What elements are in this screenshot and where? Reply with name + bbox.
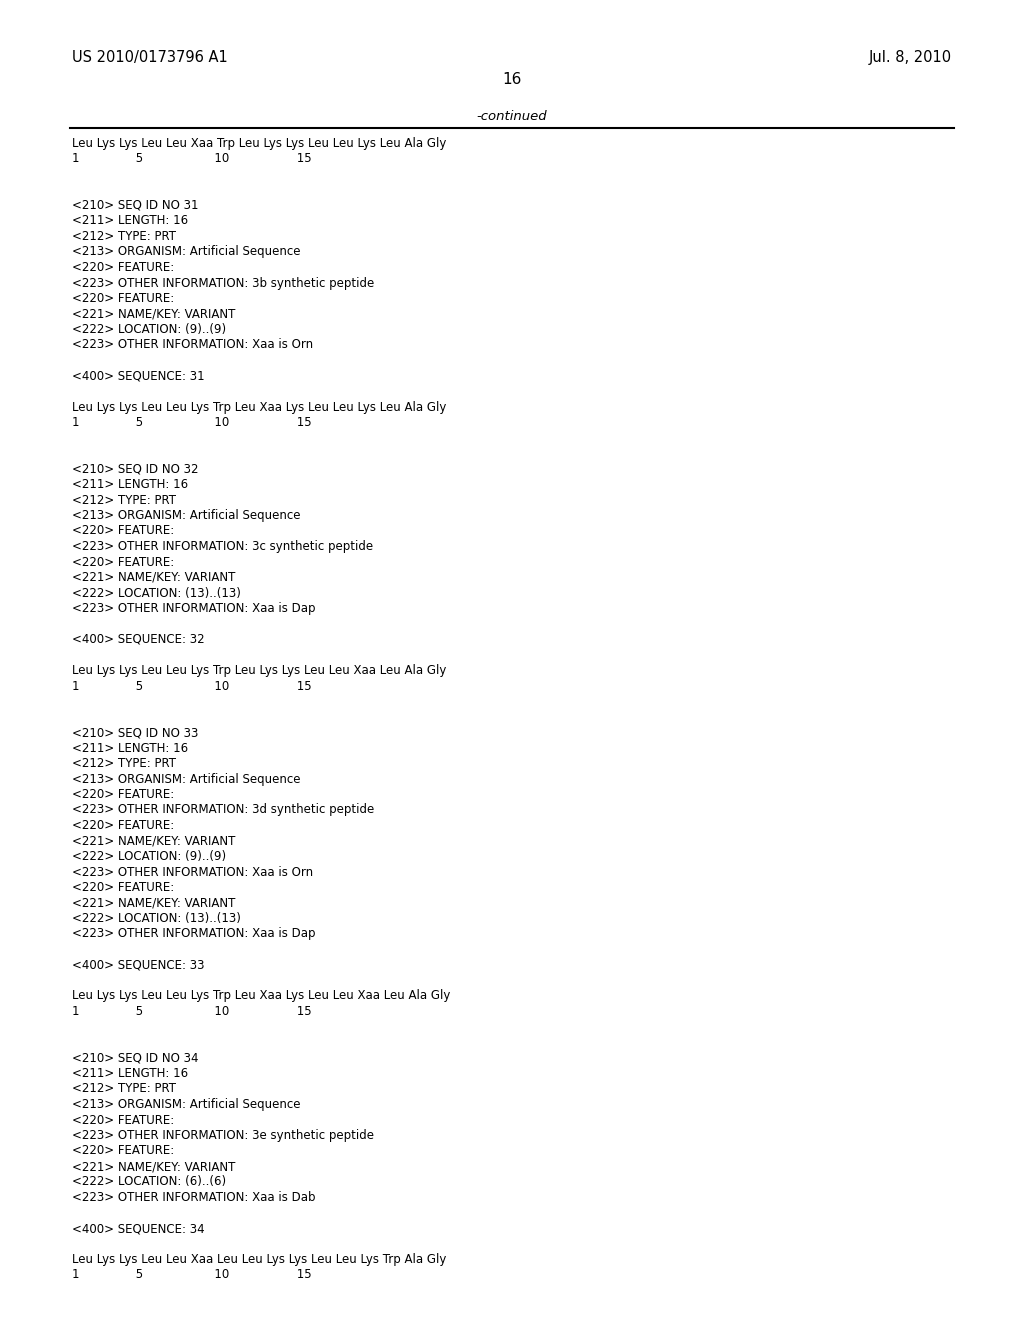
Text: <220> FEATURE:: <220> FEATURE: bbox=[72, 556, 174, 569]
Text: <213> ORGANISM: Artificial Sequence: <213> ORGANISM: Artificial Sequence bbox=[72, 772, 300, 785]
Text: <221> NAME/KEY: VARIANT: <221> NAME/KEY: VARIANT bbox=[72, 572, 236, 583]
Text: <220> FEATURE:: <220> FEATURE: bbox=[72, 1144, 174, 1158]
Text: Leu Lys Lys Leu Leu Lys Trp Leu Xaa Lys Leu Leu Xaa Leu Ala Gly: Leu Lys Lys Leu Leu Lys Trp Leu Xaa Lys … bbox=[72, 990, 451, 1002]
Text: <223> OTHER INFORMATION: Xaa is Dap: <223> OTHER INFORMATION: Xaa is Dap bbox=[72, 928, 315, 940]
Text: <223> OTHER INFORMATION: 3b synthetic peptide: <223> OTHER INFORMATION: 3b synthetic pe… bbox=[72, 276, 374, 289]
Text: 16: 16 bbox=[503, 73, 521, 87]
Text: <211> LENGTH: 16: <211> LENGTH: 16 bbox=[72, 214, 188, 227]
Text: 1               5                   10                  15: 1 5 10 15 bbox=[72, 680, 311, 693]
Text: <222> LOCATION: (9)..(9): <222> LOCATION: (9)..(9) bbox=[72, 850, 226, 863]
Text: <213> ORGANISM: Artificial Sequence: <213> ORGANISM: Artificial Sequence bbox=[72, 510, 300, 521]
Text: <212> TYPE: PRT: <212> TYPE: PRT bbox=[72, 1082, 176, 1096]
Text: <223> OTHER INFORMATION: 3d synthetic peptide: <223> OTHER INFORMATION: 3d synthetic pe… bbox=[72, 804, 374, 817]
Text: <220> FEATURE:: <220> FEATURE: bbox=[72, 261, 174, 275]
Text: <210> SEQ ID NO 33: <210> SEQ ID NO 33 bbox=[72, 726, 199, 739]
Text: Jul. 8, 2010: Jul. 8, 2010 bbox=[869, 50, 952, 65]
Text: <211> LENGTH: 16: <211> LENGTH: 16 bbox=[72, 478, 188, 491]
Text: <210> SEQ ID NO 34: <210> SEQ ID NO 34 bbox=[72, 1052, 199, 1064]
Text: <221> NAME/KEY: VARIANT: <221> NAME/KEY: VARIANT bbox=[72, 1160, 236, 1173]
Text: <400> SEQUENCE: 34: <400> SEQUENCE: 34 bbox=[72, 1222, 205, 1236]
Text: <223> OTHER INFORMATION: 3e synthetic peptide: <223> OTHER INFORMATION: 3e synthetic pe… bbox=[72, 1129, 374, 1142]
Text: <220> FEATURE:: <220> FEATURE: bbox=[72, 788, 174, 801]
Text: Leu Lys Lys Leu Leu Lys Trp Leu Xaa Lys Leu Leu Lys Leu Ala Gly: Leu Lys Lys Leu Leu Lys Trp Leu Xaa Lys … bbox=[72, 400, 446, 413]
Text: <211> LENGTH: 16: <211> LENGTH: 16 bbox=[72, 1067, 188, 1080]
Text: <223> OTHER INFORMATION: Xaa is Orn: <223> OTHER INFORMATION: Xaa is Orn bbox=[72, 338, 313, 351]
Text: <223> OTHER INFORMATION: Xaa is Orn: <223> OTHER INFORMATION: Xaa is Orn bbox=[72, 866, 313, 879]
Text: 1               5                   10                  15: 1 5 10 15 bbox=[72, 1005, 311, 1018]
Text: <221> NAME/KEY: VARIANT: <221> NAME/KEY: VARIANT bbox=[72, 834, 236, 847]
Text: 1               5                   10                  15: 1 5 10 15 bbox=[72, 1269, 311, 1282]
Text: Leu Lys Lys Leu Leu Xaa Trp Leu Lys Lys Leu Leu Lys Leu Ala Gly: Leu Lys Lys Leu Leu Xaa Trp Leu Lys Lys … bbox=[72, 137, 446, 150]
Text: <213> ORGANISM: Artificial Sequence: <213> ORGANISM: Artificial Sequence bbox=[72, 246, 300, 259]
Text: <220> FEATURE:: <220> FEATURE: bbox=[72, 1114, 174, 1126]
Text: <213> ORGANISM: Artificial Sequence: <213> ORGANISM: Artificial Sequence bbox=[72, 1098, 300, 1111]
Text: <210> SEQ ID NO 31: <210> SEQ ID NO 31 bbox=[72, 199, 199, 213]
Text: <222> LOCATION: (6)..(6): <222> LOCATION: (6)..(6) bbox=[72, 1176, 226, 1188]
Text: 1               5                   10                  15: 1 5 10 15 bbox=[72, 416, 311, 429]
Text: <400> SEQUENCE: 32: <400> SEQUENCE: 32 bbox=[72, 634, 205, 645]
Text: <223> OTHER INFORMATION: Xaa is Dap: <223> OTHER INFORMATION: Xaa is Dap bbox=[72, 602, 315, 615]
Text: <223> OTHER INFORMATION: Xaa is Dab: <223> OTHER INFORMATION: Xaa is Dab bbox=[72, 1191, 315, 1204]
Text: <220> FEATURE:: <220> FEATURE: bbox=[72, 880, 174, 894]
Text: Leu Lys Lys Leu Leu Lys Trp Leu Lys Lys Leu Leu Xaa Leu Ala Gly: Leu Lys Lys Leu Leu Lys Trp Leu Lys Lys … bbox=[72, 664, 446, 677]
Text: <221> NAME/KEY: VARIANT: <221> NAME/KEY: VARIANT bbox=[72, 308, 236, 321]
Text: -continued: -continued bbox=[477, 110, 547, 123]
Text: <212> TYPE: PRT: <212> TYPE: PRT bbox=[72, 494, 176, 507]
Text: 1               5                   10                  15: 1 5 10 15 bbox=[72, 153, 311, 165]
Text: <220> FEATURE:: <220> FEATURE: bbox=[72, 818, 174, 832]
Text: Leu Lys Lys Leu Leu Xaa Leu Leu Lys Lys Leu Leu Lys Trp Ala Gly: Leu Lys Lys Leu Leu Xaa Leu Leu Lys Lys … bbox=[72, 1253, 446, 1266]
Text: <220> FEATURE:: <220> FEATURE: bbox=[72, 292, 174, 305]
Text: <222> LOCATION: (13)..(13): <222> LOCATION: (13)..(13) bbox=[72, 586, 241, 599]
Text: <210> SEQ ID NO 32: <210> SEQ ID NO 32 bbox=[72, 462, 199, 475]
Text: <212> TYPE: PRT: <212> TYPE: PRT bbox=[72, 230, 176, 243]
Text: <400> SEQUENCE: 33: <400> SEQUENCE: 33 bbox=[72, 958, 205, 972]
Text: <221> NAME/KEY: VARIANT: <221> NAME/KEY: VARIANT bbox=[72, 896, 236, 909]
Text: <220> FEATURE:: <220> FEATURE: bbox=[72, 524, 174, 537]
Text: <211> LENGTH: 16: <211> LENGTH: 16 bbox=[72, 742, 188, 755]
Text: <400> SEQUENCE: 31: <400> SEQUENCE: 31 bbox=[72, 370, 205, 383]
Text: <212> TYPE: PRT: <212> TYPE: PRT bbox=[72, 756, 176, 770]
Text: <222> LOCATION: (9)..(9): <222> LOCATION: (9)..(9) bbox=[72, 323, 226, 337]
Text: <223> OTHER INFORMATION: 3c synthetic peptide: <223> OTHER INFORMATION: 3c synthetic pe… bbox=[72, 540, 373, 553]
Text: US 2010/0173796 A1: US 2010/0173796 A1 bbox=[72, 50, 227, 65]
Text: <222> LOCATION: (13)..(13): <222> LOCATION: (13)..(13) bbox=[72, 912, 241, 925]
